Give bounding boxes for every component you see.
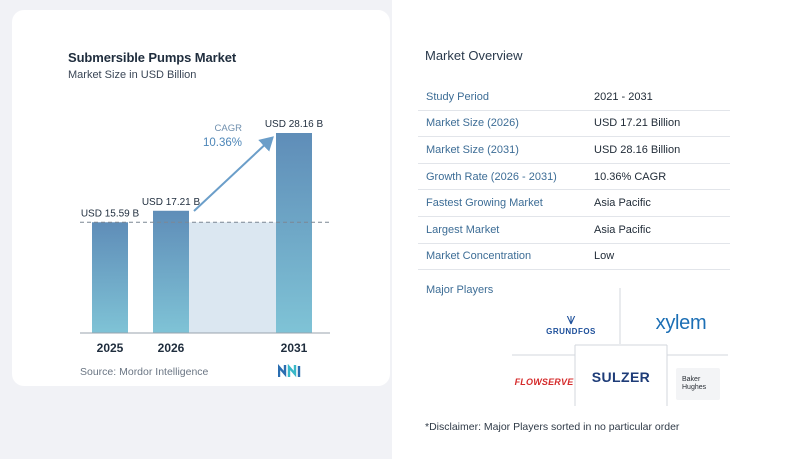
data-label: USD 17.21 B bbox=[142, 197, 201, 208]
data-label: USD 15.59 B bbox=[81, 208, 140, 219]
baker-hughes-line2: Hughes bbox=[682, 384, 707, 391]
row-value: Low bbox=[594, 250, 615, 263]
bar-2031 bbox=[276, 133, 312, 333]
overview-title: Market Overview bbox=[425, 48, 523, 63]
row-value: 10.36% CAGR bbox=[594, 170, 667, 183]
sulzer-logo: SULZER bbox=[591, 369, 651, 385]
source-note: Source: Mordor Intelligence bbox=[80, 366, 209, 378]
table-row: Market Concentration Low bbox=[418, 244, 730, 271]
growth-band bbox=[189, 222, 276, 333]
row-label: Market Size (2031) bbox=[426, 143, 519, 156]
grundfos-wordmark: GRUNDFOS bbox=[546, 326, 596, 336]
row-value: USD 28.16 Billion bbox=[594, 143, 681, 156]
row-value: USD 17.21 Billion bbox=[594, 117, 681, 130]
bar-2026 bbox=[153, 210, 189, 333]
chart-subtitle: Market Size in USD Billion bbox=[68, 69, 197, 81]
overview-panel bbox=[392, 0, 800, 459]
row-label: Market Size (2026) bbox=[426, 117, 519, 130]
baker-hughes-line1: Baker bbox=[682, 376, 701, 383]
row-label: Market Concentration bbox=[426, 250, 532, 263]
major-players-label: Major Players bbox=[426, 284, 494, 296]
disclaimer-note: *Disclaimer: Major Players sorted in no … bbox=[425, 421, 680, 433]
tick-label: 2026 bbox=[158, 341, 185, 355]
table-row: Fastest Growing Market Asia Pacific bbox=[418, 190, 730, 217]
data-label: USD 28.16 B bbox=[265, 119, 324, 130]
table-row: Study Period 2021 - 2031 bbox=[418, 84, 730, 111]
baker-hughes-logo: Baker Hughes bbox=[676, 368, 720, 400]
xylem-logo: xylem bbox=[655, 311, 707, 334]
flowserve-logo: FLOWSERVE bbox=[514, 377, 574, 387]
table-row: Market Size (2026) USD 17.21 Billion bbox=[418, 111, 730, 138]
row-value: 2021 - 2031 bbox=[594, 90, 653, 103]
tick-label: 2031 bbox=[281, 341, 308, 355]
tick-label: 2025 bbox=[97, 341, 124, 355]
mordor-intelligence-logo-icon bbox=[277, 363, 302, 383]
row-label: Study Period bbox=[426, 90, 489, 103]
table-row: Growth Rate (2026 - 2031) 10.36% CAGR bbox=[418, 164, 730, 191]
row-label: Largest Market bbox=[426, 223, 500, 236]
table-row: Largest Market Asia Pacific bbox=[418, 217, 730, 244]
row-label: Fastest Growing Market bbox=[426, 197, 543, 210]
table-row: Market Size (2031) USD 28.16 Billion bbox=[418, 137, 730, 164]
row-value: Asia Pacific bbox=[594, 197, 651, 210]
cagr-value: 10.36% bbox=[203, 137, 242, 149]
grundfos-mark-icon: ⩛ bbox=[566, 310, 576, 328]
overview-table: Study Period 2021 - 2031 Market Size (20… bbox=[418, 84, 730, 271]
chart-title: Submersible Pumps Market bbox=[68, 50, 237, 65]
cagr-arrow bbox=[193, 136, 274, 212]
cagr-label: CAGR bbox=[215, 123, 243, 134]
grundfos-logo: ⩛ GRUNDFOS bbox=[526, 306, 616, 342]
bar-2025 bbox=[92, 222, 128, 333]
row-label: Growth Rate (2026 - 2031) bbox=[426, 170, 557, 183]
row-value: Asia Pacific bbox=[594, 223, 651, 236]
